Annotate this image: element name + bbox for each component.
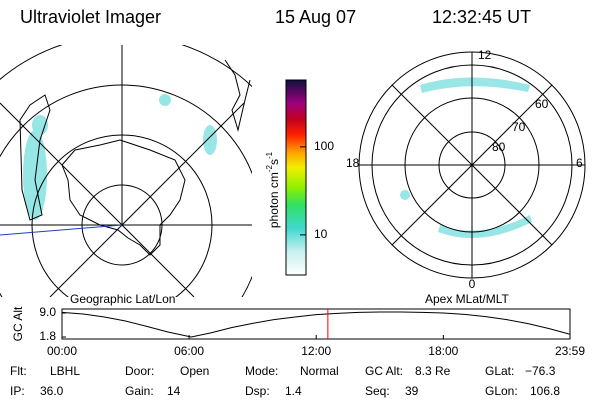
colorbar-tick-label: 100: [314, 139, 334, 153]
instrument-title: Ultraviolet Imager: [20, 7, 161, 27]
field-value: 8.3 Re: [415, 364, 451, 378]
field-label: GLon:: [485, 384, 518, 398]
exponent: -2: [265, 164, 274, 172]
terminator-line: [0, 224, 123, 236]
y-tick-label: 9.0: [39, 305, 56, 319]
field-value: −76.3: [525, 364, 556, 378]
altitude-line: [61, 311, 571, 338]
field-label: Seq:: [365, 384, 390, 398]
field-value: 1.4: [285, 384, 302, 398]
mlat-label: 70: [512, 120, 526, 134]
y-axis-label: GC Alt: [11, 306, 25, 341]
field-label: IP:: [10, 384, 25, 398]
field-value: 36.0: [40, 384, 64, 398]
exponent: -1: [265, 151, 274, 159]
time: 12:32:45 UT: [432, 7, 531, 27]
panel-label: Apex MLat/MLT: [425, 292, 509, 306]
colorbar-label: photon cm-2s-1: [265, 151, 281, 228]
geographic-map: [0, 45, 252, 297]
field-label: Dsp:: [245, 384, 270, 398]
date: 15 Aug 07: [275, 7, 356, 27]
field-value: 106.8: [530, 384, 560, 398]
x-tick-label: 00:00: [47, 344, 77, 358]
coastline: [61, 139, 186, 256]
mlt-label: 0: [469, 277, 476, 291]
field-value: 14: [167, 384, 181, 398]
mlat-label: 60: [535, 97, 549, 111]
mlt-label: 18: [346, 156, 360, 170]
field-label: Door:: [125, 364, 154, 378]
aurora-emission: [23, 94, 217, 220]
colorbar-ticks: 10 100: [300, 139, 334, 241]
field-label: Mode:: [245, 364, 278, 378]
unit: s: [267, 159, 281, 165]
colorbar-tick-label: 10: [314, 227, 328, 241]
map-grid: [0, 45, 252, 297]
apex-polar-plot: 12 6 0 18 60 70 80: [346, 48, 586, 291]
aurora-emission: [400, 77, 532, 239]
coastline: [224, 59, 251, 132]
x-tick-label: 12:00: [301, 344, 331, 358]
unit: photon cm: [267, 172, 281, 228]
mlat-label: 80: [492, 140, 506, 154]
x-tick-label: 06:00: [174, 344, 204, 358]
x-tick-label: 18:00: [428, 344, 458, 358]
field-value: Open: [180, 364, 209, 378]
altitude-plot: 9.0 1.800:00 06:00 12:00 18:00 23:59: [39, 305, 585, 358]
x-tick-label: 23:59: [555, 344, 585, 358]
field-value: 39: [405, 384, 419, 398]
field-value: LBHL: [50, 364, 80, 378]
coastline: [19, 94, 51, 221]
polar-grid: [358, 51, 586, 279]
y-tick-label: 1.8: [39, 329, 56, 343]
status-footer: Flt: LBHL Door: Open Mode: Normal GC Alt: 8.3 R…: [10, 364, 560, 398]
panel-label: Geographic Lat/Lon: [70, 292, 175, 306]
field-label: GLat:: [485, 364, 514, 378]
mlt-label: 6: [576, 156, 583, 170]
field-value: Normal: [300, 364, 339, 378]
colorbar: [285, 79, 307, 276]
field-label: Gain:: [125, 384, 154, 398]
field-label: Flt:: [10, 364, 27, 378]
field-label: GC Alt:: [365, 364, 403, 378]
mlt-label: 12: [478, 48, 492, 62]
